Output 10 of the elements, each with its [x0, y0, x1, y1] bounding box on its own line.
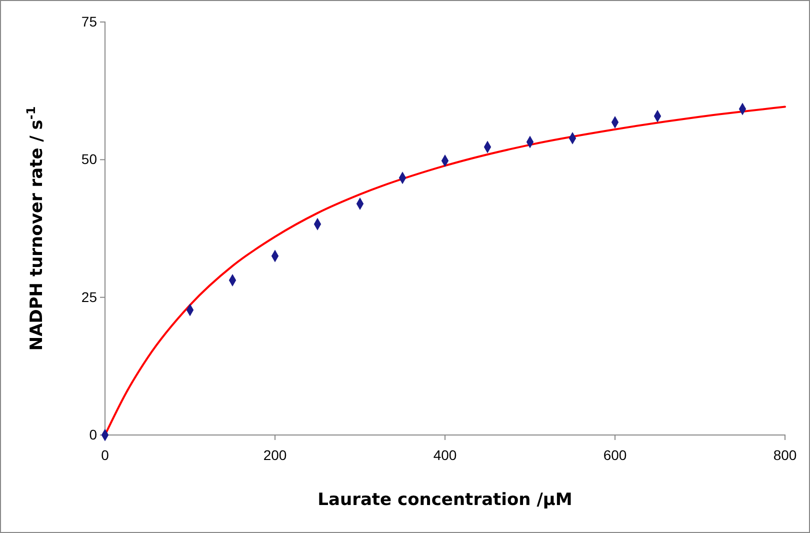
y-tick-label: 75 [81, 13, 98, 30]
x-tick-label: 800 [773, 446, 797, 463]
x-tick-label: 400 [433, 446, 457, 463]
x-axis-title: Laurate concentration /μM [318, 490, 572, 510]
y-tick-label: 50 [81, 151, 98, 168]
x-tick-label: 200 [263, 446, 287, 463]
x-tick-label: 600 [603, 446, 627, 463]
y-tick-label: 0 [89, 426, 98, 442]
x-tick-label: 0 [101, 446, 110, 463]
y-tick-label: 25 [81, 288, 98, 305]
